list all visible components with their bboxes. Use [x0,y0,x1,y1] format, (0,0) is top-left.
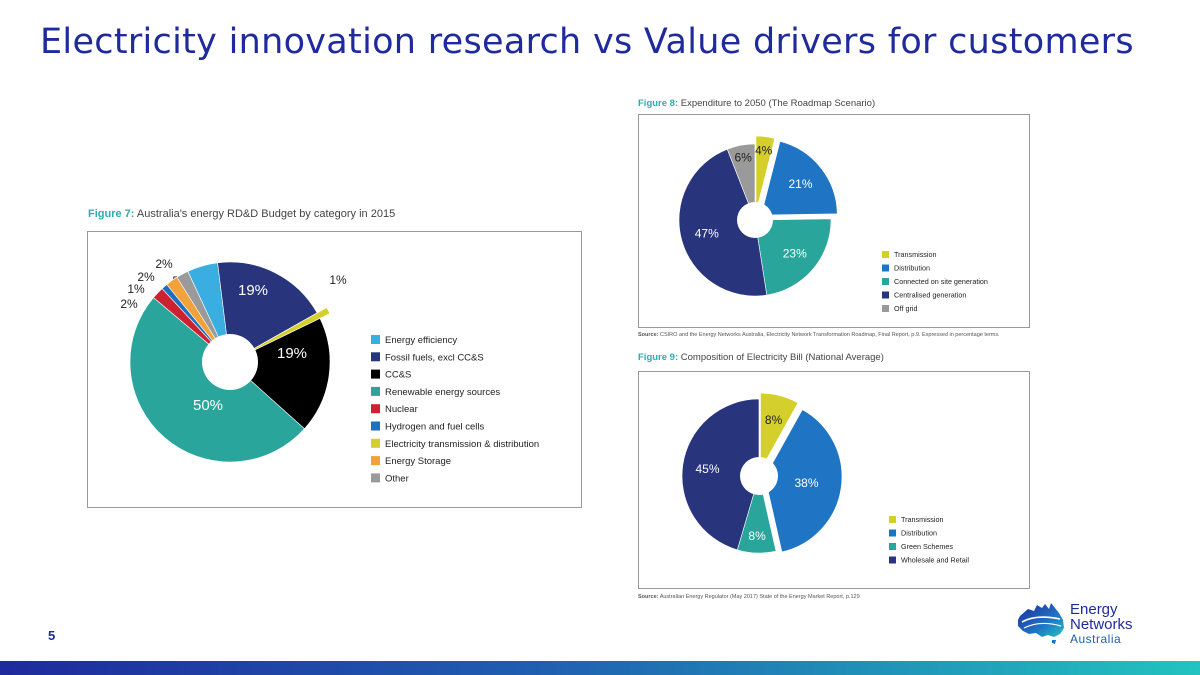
figure-8-chart: 4% 21% 23% 47% 6% Transmission Distribution Con… [638,114,1030,328]
legend-label-connected-on-site-generation: Connected on site generation [894,277,988,286]
pie-label-other: 2% [155,257,173,271]
legend-swatch-electricity-transmission-distribution [371,438,380,448]
pie-slice-wholesale-and-retail [681,398,760,551]
legend-label-hydrogen-and-fuel-cells: Hydrogen and fuel cells [385,422,485,433]
pie-slice-distribution [764,409,843,553]
pie-slice-connected-on-site-generation [754,218,832,296]
figure-8-svg: 4% 21% 23% 47% 6% Transmission Distribution Con… [678,135,988,313]
logo-line-3: Australia [1070,632,1122,646]
legend-label-nuclear: Nuclear [385,404,418,415]
logo-line-2: Networks [1070,616,1133,633]
figure-7-number: Figure 7: [88,208,135,220]
pie-label-electricity-transmission-distribution: 1% [329,273,347,287]
pie-label-distribution: 38% [794,476,818,490]
legend-label-fossil-fuels-excl-cc-s: Fossil fuels, excl CC&S [385,352,484,363]
legend-swatch-wholesale-and-retail [889,556,896,564]
legend-swatch-renewable-energy-sources [371,386,380,396]
legend-swatch-energy-storage [371,456,380,466]
legend-label-cc-s: CC&S [385,370,411,381]
pie-label-fossil-fuels-excl-cc-s: 19% [238,282,268,299]
pie-slice-centralised-generation [678,148,768,297]
pie-center-hole [202,334,258,390]
legend-label-centralised-generation: Centralised generation [894,291,966,300]
pie-slice-transmission [755,135,776,213]
pie-slice-electricity-transmission-distribution [232,307,331,361]
legend-label-energy-storage: Energy Storage [385,456,451,467]
legend-swatch-nuclear [371,404,380,414]
logo-line-1: Energy [1070,601,1118,618]
pie-label-cc-s: 19% [277,345,307,362]
legend-label-transmission: Transmission [901,515,943,524]
page-number: 5 [48,628,56,643]
legend-swatch-fossil-fuels-excl-cc-s [371,352,380,362]
pie-label-centralised-generation: 47% [695,226,719,240]
figure-7-chart: 5%19%1%19%50%2%1%2%2%Energy efficiencyFo… [87,231,582,508]
legend-label-renewable-energy-sources: Renewable energy sources [385,387,500,398]
slide-title: Electricity innovation research vs Value… [40,22,1134,62]
figure-7-title: Australia's energy RD&D Budget by catego… [134,208,396,220]
figure-9-chart: 8% 38% 8% 45% Transmission Distribution Green … [638,371,1030,589]
pie-label-distribution: 21% [788,177,812,191]
legend-label-transmission: Transmission [894,250,936,259]
legend-swatch-centralised-generation [882,291,889,299]
pie-slice-off-grid [726,143,756,221]
figure-7-caption: Figure 7: Australia's energy RD&D Budget… [88,208,395,220]
legend-swatch-connected-on-site-generation [882,278,889,285]
legend-swatch-off-grid [882,305,889,312]
figure-7-svg: 5%19%1%19%50%2%1%2%2%Energy efficiencyFo… [120,257,539,484]
legend-swatch-transmission [882,251,889,258]
figure-9-title: Composition of Electricity Bill (Nationa… [678,352,884,363]
figure-8-number: Figure 8: [638,98,679,109]
pie-label-nuclear: 2% [120,297,138,311]
pie-label-hydrogen-and-fuel-cells: 1% [127,282,145,296]
pie-slice-cc-s [229,318,331,430]
legend-swatch-transmission [889,516,896,523]
legend-label-wholesale-and-retail: Wholesale and Retail [901,556,969,565]
legend-swatch-green-schemes [889,543,896,550]
figure-8-source-text: CSIRO and the Energy Networks Australia,… [658,332,1000,338]
footer-gradient-bar [0,661,1200,675]
legend-label-distribution: Distribution [901,529,937,538]
figure-8-caption: Figure 8: Expenditure to 2050 (The Roadm… [638,98,875,109]
legend-label-electricity-transmission-distribution: Electricity transmission & distribution [385,439,539,450]
figure-8-source: Source: CSIRO and the Energy Networks Au… [638,332,1000,338]
legend-label-distribution: Distribution [894,264,930,273]
figure-9-source-text: Australian Energy Regulator (May 2017) S… [658,594,860,600]
pie-center-hole [740,457,778,495]
pie-label-connected-on-site-generation: 23% [783,247,807,261]
legend-label-energy-efficiency: Energy efficiency [385,335,457,346]
pie-label-renewable-energy-sources: 50% [193,397,223,414]
legend-swatch-distribution [882,264,889,272]
legend-swatch-cc-s [371,369,380,379]
australia-map-icon [1018,603,1064,644]
figure-9-number: Figure 9: [638,352,679,363]
legend-label-green-schemes: Green Schemes [901,542,953,551]
legend-swatch-hydrogen-and-fuel-cells [371,421,380,431]
pie-label-transmission: 8% [765,413,783,427]
figure-8-source-label: Source: [638,332,659,338]
figure-9-svg: 8% 38% 8% 45% Transmission Distribution Green … [681,392,969,565]
legend-label-other: Other [385,473,409,484]
pie-center-hole [737,202,773,238]
figure-9-caption: Figure 9: Composition of Electricity Bil… [638,352,884,363]
legend-label-off-grid: Off grid [894,304,917,313]
pie-label-energy-storage: 2% [137,270,155,284]
pie-slice-transmission [760,392,799,472]
figure-8-title: Expenditure to 2050 (The Roadmap Scenari… [678,98,876,109]
figure-9-source: Source: Australian Energy Regulator (May… [638,594,860,600]
legend-swatch-distribution [889,529,896,537]
pie-label-green-schemes: 8% [748,529,766,543]
pie-label-wholesale-and-retail: 45% [696,462,720,476]
figure-9-source-label: Source: [638,594,659,600]
legend-swatch-energy-efficiency [371,335,380,344]
pie-label-transmission: 4% [755,144,773,158]
pie-slice-distribution [760,141,838,216]
pie-label-off-grid: 6% [734,150,752,164]
legend-swatch-other [371,473,380,483]
energy-networks-logo: Energy Networks Australia [1014,598,1164,648]
